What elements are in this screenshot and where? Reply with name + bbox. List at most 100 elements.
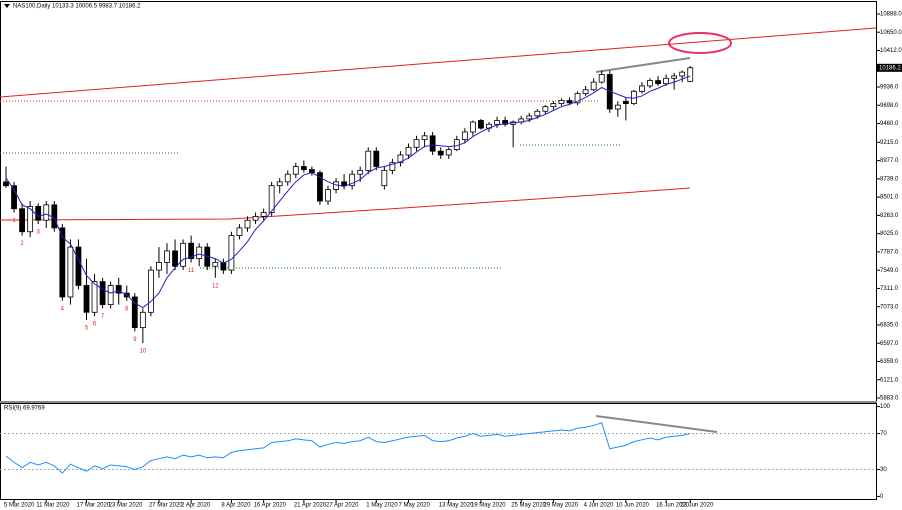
candle-body bbox=[663, 77, 669, 85]
x-tick-label: 17 Mar 2020 bbox=[77, 503, 111, 509]
candle-body bbox=[252, 215, 259, 221]
x-tick-label: 5 Mar 2020 bbox=[4, 503, 35, 509]
y-tick-label: 7549.0 bbox=[880, 268, 899, 274]
x-tick-label: 16 Jun 2020 bbox=[656, 503, 690, 509]
wave-label: 3 bbox=[37, 230, 41, 236]
candle-body bbox=[164, 250, 170, 263]
candle-body bbox=[292, 166, 299, 175]
x-tick-label: 22 Jun 2020 bbox=[680, 503, 714, 509]
x-tick-label: 25 May 2020 bbox=[511, 503, 546, 509]
rsi-panel bbox=[0, 403, 877, 500]
candle-body bbox=[236, 227, 243, 236]
y-tick-label: 8977.0 bbox=[880, 158, 899, 164]
candle-body bbox=[83, 285, 90, 313]
wave-label: 10 bbox=[140, 349, 147, 355]
candle-body bbox=[172, 250, 178, 267]
candle-body bbox=[614, 104, 621, 110]
candle-body bbox=[461, 131, 468, 141]
menu-arrow[interactable] bbox=[4, 4, 10, 8]
wave-label: 12 bbox=[212, 283, 219, 289]
candle-body bbox=[284, 173, 291, 183]
x-tick-label: 21 Apr 2020 bbox=[294, 503, 327, 509]
candle-body bbox=[389, 162, 396, 171]
wave-label: 9 bbox=[133, 337, 137, 343]
candle-body bbox=[655, 80, 661, 85]
x-tick-label: 27 Mar 2020 bbox=[149, 503, 183, 509]
candle-body bbox=[357, 169, 364, 175]
x-tick-label: 10 Jun 2020 bbox=[616, 503, 650, 509]
y-tick-label: 6121.0 bbox=[880, 377, 899, 383]
moving-average bbox=[5, 75, 691, 309]
candle-body bbox=[679, 71, 686, 77]
candle-body bbox=[115, 285, 122, 294]
candle-body bbox=[228, 235, 235, 271]
candle-body bbox=[300, 166, 307, 170]
candle-body bbox=[647, 80, 653, 87]
candle-body bbox=[212, 262, 219, 267]
x-tick-label: 29 May 2020 bbox=[543, 503, 578, 509]
x-tick-label: 13 May 2020 bbox=[439, 503, 474, 509]
candle-body bbox=[67, 246, 74, 298]
candle-body bbox=[349, 173, 356, 187]
wave-label: 8 bbox=[125, 306, 129, 312]
rsi-tick-label: 0 bbox=[880, 494, 884, 500]
y-tick-label: 10888.0 bbox=[880, 12, 902, 18]
wave-label: 2 bbox=[20, 241, 24, 247]
candle-body bbox=[550, 103, 557, 108]
candle-body bbox=[590, 81, 597, 91]
wave-label: 4 bbox=[61, 306, 65, 312]
candle-body bbox=[687, 67, 694, 82]
y-tick-label: 9460.0 bbox=[880, 121, 899, 127]
candle-body bbox=[75, 246, 82, 286]
candle-body bbox=[268, 185, 275, 213]
candle-body bbox=[582, 89, 589, 95]
y-tick-label: 10412.0 bbox=[880, 48, 902, 54]
chart-title: NAS100,Daily 10133.3 10006.5 9983.7 1018… bbox=[13, 4, 141, 10]
candle-body bbox=[365, 150, 372, 171]
candle-body bbox=[542, 106, 549, 112]
candle-body bbox=[131, 296, 138, 329]
wave-label: 11 bbox=[188, 268, 195, 274]
candle-body bbox=[341, 181, 348, 187]
candle-body bbox=[397, 154, 404, 164]
lower-trendline bbox=[0, 187, 691, 221]
candle-body bbox=[429, 135, 436, 152]
rsi-line bbox=[5, 422, 691, 474]
y-tick-label: 8501.0 bbox=[880, 195, 899, 201]
y-tick-label: 8025.0 bbox=[880, 231, 899, 237]
candle-body bbox=[502, 120, 509, 125]
x-tick-label: 4 Jun 2020 bbox=[584, 503, 614, 509]
wave-label: 1 bbox=[12, 218, 16, 224]
last-price-box bbox=[877, 63, 902, 72]
y-tick-label: 7787.0 bbox=[880, 249, 899, 255]
candle-body bbox=[494, 120, 500, 125]
candle-body bbox=[325, 189, 331, 202]
candle-body bbox=[574, 93, 581, 104]
y-tick-label: 6835.0 bbox=[880, 323, 899, 329]
candle-body bbox=[91, 281, 98, 313]
candle-body bbox=[373, 150, 380, 167]
y-tick-label: 6359.0 bbox=[880, 359, 899, 365]
y-tick-label: 7311.0 bbox=[880, 286, 899, 292]
rsi-tick-label: 30 bbox=[880, 467, 887, 473]
candle-body bbox=[405, 146, 412, 156]
y-tick-label: 7073.0 bbox=[880, 304, 899, 310]
wave-label: 5 bbox=[85, 326, 89, 332]
rsi-divergence-line bbox=[595, 415, 718, 433]
candle-body bbox=[99, 281, 106, 306]
x-tick-label: 19 May 2020 bbox=[471, 503, 506, 509]
wave-label: 7 bbox=[101, 314, 105, 320]
rsi-tick-label: 100 bbox=[880, 404, 891, 410]
candle-body bbox=[139, 311, 146, 329]
candle-body bbox=[598, 74, 605, 83]
candle-body bbox=[19, 208, 26, 233]
candle-body bbox=[469, 121, 476, 133]
y-tick-label: 8263.0 bbox=[880, 213, 899, 219]
candle-body bbox=[558, 100, 565, 104]
candle-body bbox=[671, 75, 678, 79]
candle-body bbox=[35, 206, 42, 221]
candle-body bbox=[317, 172, 323, 202]
candle-body bbox=[188, 242, 195, 259]
y-tick-label: 5883.0 bbox=[880, 396, 899, 402]
candle-body bbox=[276, 181, 283, 187]
